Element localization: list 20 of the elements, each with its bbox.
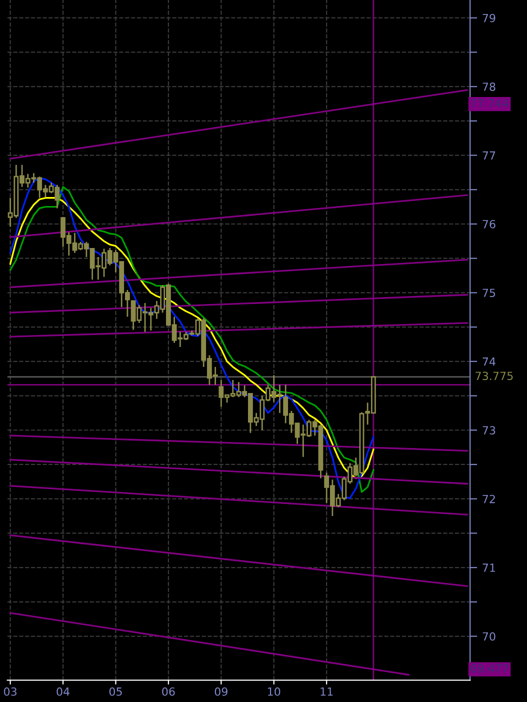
y-tick-label: 70: [482, 632, 496, 641]
y-tick-label: 75: [482, 288, 496, 298]
y-tick-label: 79: [482, 14, 496, 22]
y-tick-label: 74: [482, 358, 496, 366]
x-tick-label: 09: [214, 687, 228, 696]
text: 69.477: [470, 664, 508, 673]
x-tick-label: 05: [109, 687, 122, 696]
y-tick-label: 72: [482, 494, 495, 504]
x-tick-label: 04: [56, 687, 70, 696]
x-tick-label: 06: [162, 687, 175, 696]
y-tick-label: 73: [482, 426, 496, 435]
series-label: 77.744: [470, 99, 508, 108]
x-tick-label: 11: [320, 688, 333, 696]
x-tick-label: 03: [4, 687, 16, 696]
y-tick-label: 78: [482, 82, 496, 91]
ref-line-label: 73.775: [476, 372, 513, 380]
y-tick-label: 77: [482, 151, 496, 160]
y-tick-label: 76: [482, 220, 496, 228]
y-tick-label: 71: [482, 564, 495, 572]
x-tick-label: 10: [268, 687, 280, 696]
